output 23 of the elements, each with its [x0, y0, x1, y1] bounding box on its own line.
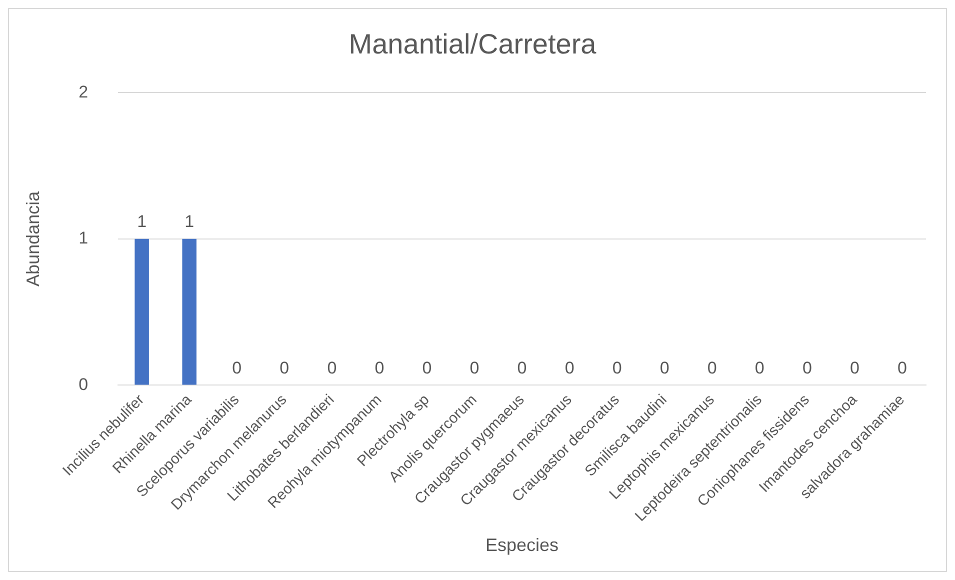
data-label: 0 [612, 358, 622, 378]
data-label: 0 [517, 358, 527, 378]
y-axis-title: Abundancia [22, 190, 43, 286]
data-label: 0 [754, 358, 764, 378]
chart-title: Manantial/Carretera [348, 28, 597, 60]
data-label: 0 [898, 358, 907, 378]
data-label: 0 [660, 358, 670, 378]
y-tick-label: 1 [78, 228, 88, 248]
data-label: 0 [707, 358, 717, 378]
y-tick-label: 2 [78, 82, 88, 102]
data-label: 0 [374, 358, 384, 378]
data-label: 0 [802, 358, 812, 378]
data-label: 0 [280, 358, 290, 378]
data-label: 0 [232, 358, 242, 378]
x-axis-title: Especies [486, 535, 559, 556]
data-label: 0 [470, 358, 480, 378]
data-label: 0 [422, 358, 432, 378]
y-tick-label: 0 [78, 374, 88, 394]
data-label: 0 [564, 358, 574, 378]
data-label: 1 [137, 212, 147, 232]
data-label: 0 [327, 358, 337, 378]
data-label: 0 [850, 358, 860, 378]
data-label: 1 [184, 212, 194, 232]
